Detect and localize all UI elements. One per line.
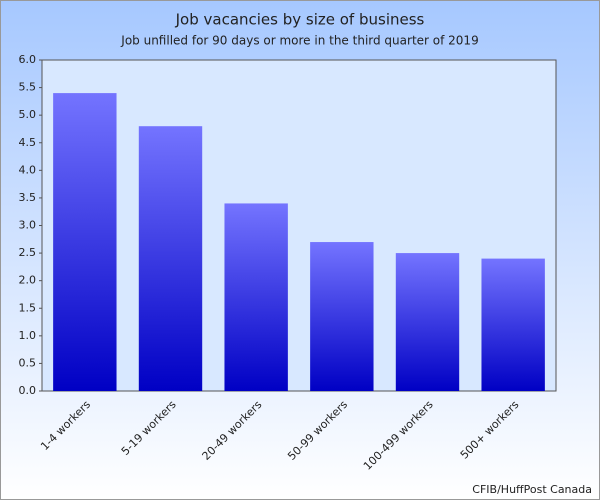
y-tick-label: 4.0 xyxy=(19,163,37,176)
y-tick-label: 0.0 xyxy=(19,384,37,397)
chart-subtitle: Job unfilled for 90 days or more in the … xyxy=(120,34,478,48)
bar xyxy=(481,258,545,391)
y-tick-label: 5.5 xyxy=(19,81,37,94)
y-tick-label: 6.0 xyxy=(19,53,37,66)
y-tick-label: 0.5 xyxy=(19,356,37,369)
y-tick-label: 4.5 xyxy=(19,136,37,149)
bar xyxy=(310,242,374,391)
bar xyxy=(53,93,117,391)
bar xyxy=(395,253,460,391)
y-tick-label: 3.0 xyxy=(19,219,37,232)
y-tick-label: 3.5 xyxy=(19,191,37,204)
source: CFIB/HuffPost Canada xyxy=(472,483,592,496)
bar xyxy=(224,203,288,391)
chart-title: Job vacancies by size of business xyxy=(175,11,425,29)
y-tick-label: 2.5 xyxy=(19,246,37,259)
bar xyxy=(138,126,203,391)
y-tick-label: 5.0 xyxy=(19,108,37,121)
plot-area xyxy=(41,59,557,392)
y-tick-label: 1.0 xyxy=(19,329,37,342)
y-tick-label: 2.0 xyxy=(19,274,37,287)
y-tick-label: 1.5 xyxy=(19,301,37,314)
